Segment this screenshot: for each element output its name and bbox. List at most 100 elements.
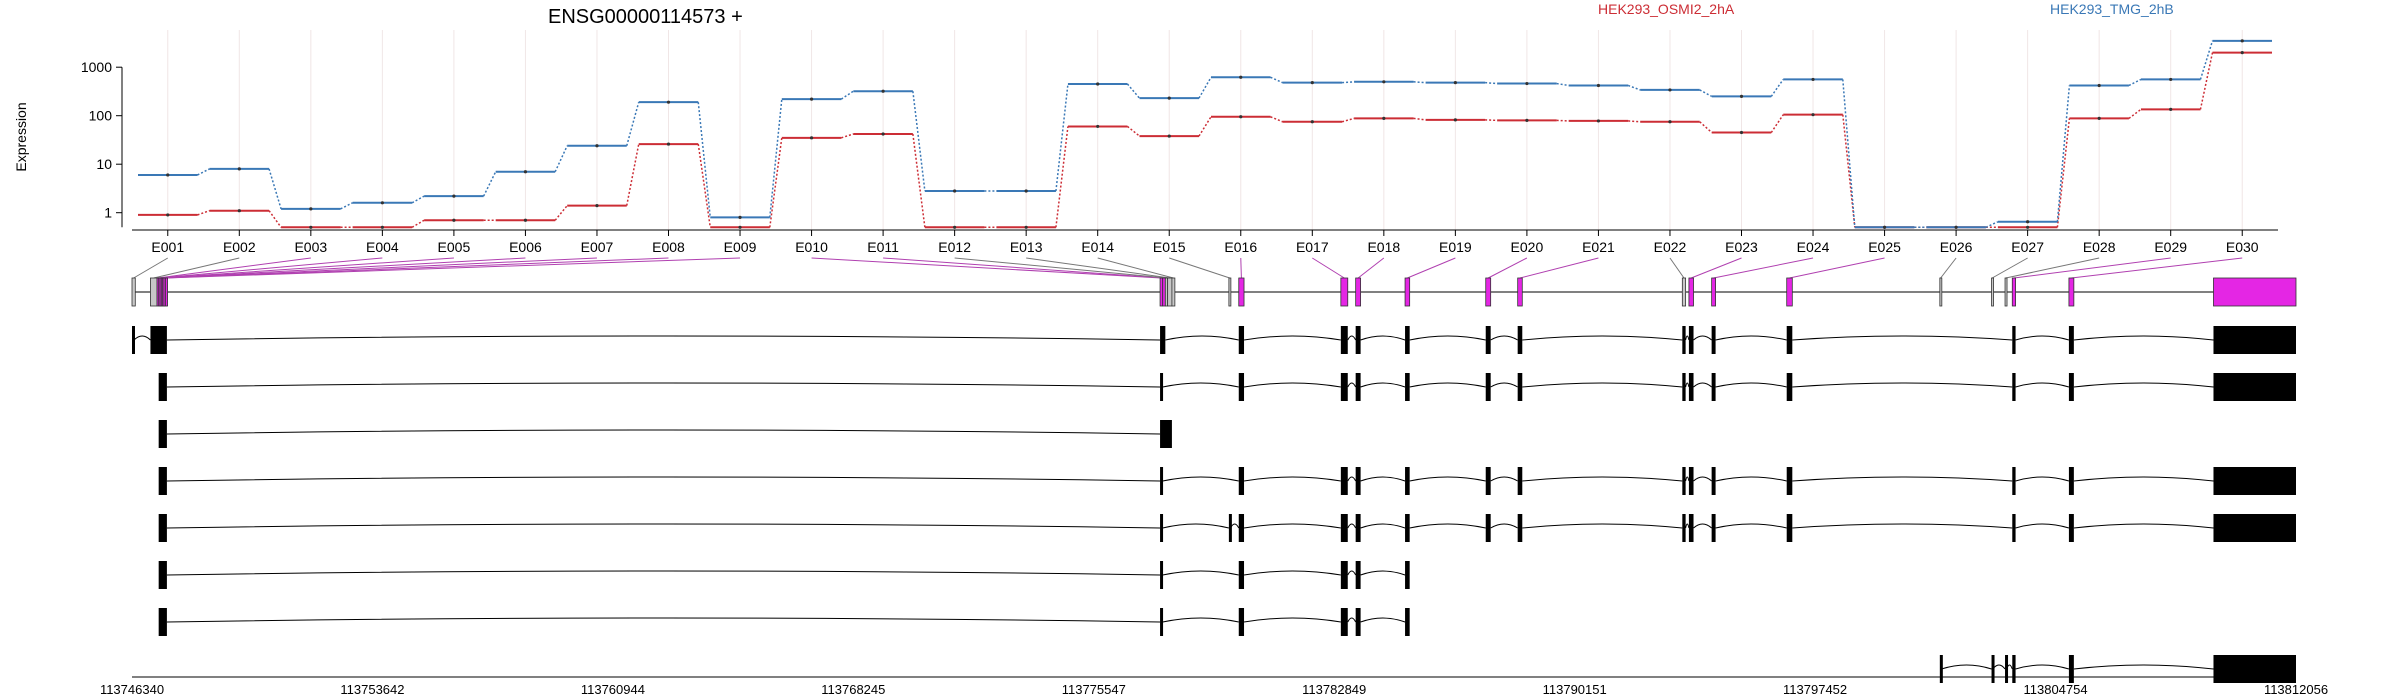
intron-arc <box>1490 382 1518 388</box>
genomic-coordinate-axis: 113746340 113753642 113760944 113768245 1137… <box>100 676 2328 697</box>
intron-arc <box>1243 570 1341 576</box>
data-point <box>666 100 671 104</box>
data-point <box>309 225 313 229</box>
exon-label-E011: E011 <box>867 239 899 255</box>
transcript-exon <box>1405 561 1410 589</box>
exon-label-E022: E022 <box>1654 239 1687 255</box>
transcript-exon <box>1711 373 1716 401</box>
intron-arc <box>1522 523 1683 529</box>
series-step-connector <box>2056 118 2071 228</box>
data-point <box>523 170 528 174</box>
intron-arc <box>166 382 1161 388</box>
intron-arc <box>166 335 1161 341</box>
data-point <box>452 194 456 198</box>
series-step-connector <box>2056 85 2071 222</box>
transcript-exon <box>2213 373 2296 401</box>
data-point <box>2169 77 2173 82</box>
y-tick-label: 10 <box>96 156 112 172</box>
intron-arc <box>1409 523 1486 529</box>
transcript-exon <box>1682 467 1686 495</box>
data-point <box>881 89 885 93</box>
intron-arc <box>166 617 1161 623</box>
series-step-connector <box>912 133 926 228</box>
transcript-exon <box>2012 326 2016 354</box>
transcript-exon <box>1517 373 1523 401</box>
exon-label-E017: E017 <box>1296 239 1329 255</box>
series-step-connector <box>268 168 282 210</box>
data-point <box>1382 116 1386 120</box>
transcript-exon <box>1160 561 1164 589</box>
transcript-exon <box>1355 373 1361 401</box>
transcript-exon <box>1405 467 1410 495</box>
series-step-connector <box>1842 79 1856 228</box>
transcript-exon <box>1340 608 1348 636</box>
series-step-connector <box>840 90 854 100</box>
transcript-exon <box>1688 467 1694 495</box>
intron-arc <box>1522 476 1683 482</box>
connector-E009 <box>166 257 741 279</box>
transcript-exon <box>1485 373 1491 401</box>
connector-E005 <box>160 257 454 279</box>
connector-E028 <box>2005 257 2100 279</box>
series-step-connector <box>1413 81 1426 84</box>
series-step-connector <box>268 210 282 228</box>
exon-connectors <box>133 257 2243 279</box>
transcript-exon <box>1160 514 1164 542</box>
intron-arc <box>1162 476 1239 482</box>
transcript-exon <box>1485 467 1491 495</box>
data-point <box>1596 119 1601 123</box>
exon-label-E026: E026 <box>1940 239 1973 255</box>
intron-arc <box>1243 335 1341 341</box>
transcript-exon <box>1485 326 1491 354</box>
intron-arc <box>1162 617 1239 623</box>
transcript-exon <box>1991 655 1995 683</box>
y-axis: 1 10 100 1000 <box>81 59 123 228</box>
transcript-exon <box>158 608 167 636</box>
intron-arc <box>2073 523 2214 529</box>
transcript-exon <box>1682 373 1686 401</box>
series-step-connector <box>1198 76 1212 99</box>
connector-E026 <box>1940 257 1957 279</box>
transcript-row-2 <box>158 373 2296 401</box>
data-point <box>2097 83 2101 88</box>
intron-arc <box>1715 382 1787 388</box>
model-exon-E027 <box>1991 277 1994 307</box>
coordinate-tick-label: 113812056 <box>2264 682 2328 697</box>
transcript-exon <box>1238 561 1245 589</box>
data-point <box>380 225 384 229</box>
transcript-exon <box>1688 373 1694 401</box>
series-step-connector <box>1770 78 1784 97</box>
data-point <box>1382 80 1386 84</box>
data-point <box>1739 130 1744 135</box>
intron-arc <box>1347 476 1357 482</box>
exon-axis: E001 E002 E003 E004 E005 E006 E007 E008 E009 E010… <box>132 229 2278 255</box>
intron-arc <box>2015 382 2070 388</box>
intron-arc <box>1792 476 2013 482</box>
intron-arc <box>1347 335 1357 341</box>
exon-label-E009: E009 <box>724 239 757 255</box>
series-step-connector <box>697 143 712 228</box>
transcript-row-5 <box>158 514 2296 542</box>
series-step-connector <box>1413 117 1426 121</box>
data-point <box>953 189 957 193</box>
intron-arc <box>1992 664 2006 670</box>
transcript-exon <box>1786 326 1793 354</box>
intron-arc <box>1685 476 1690 482</box>
model-exon-E026 <box>1939 277 1943 307</box>
legend-entry-series-1: HEK293_OSMI2_2hA <box>1598 1 1735 17</box>
series-step-connector <box>1985 221 1999 228</box>
data-point <box>595 204 599 208</box>
connector-E012 <box>954 257 1167 279</box>
intron-arc <box>1360 523 1406 529</box>
model-exon-E002 <box>150 277 158 307</box>
intron-arc <box>1360 476 1406 482</box>
transcript-exon <box>1711 467 1716 495</box>
y-axis-label: Expression <box>13 102 29 171</box>
intron-arc <box>1243 476 1341 482</box>
transcript-exon <box>1355 608 1361 636</box>
model-exon-E021 <box>1517 277 1523 307</box>
data-point <box>1453 81 1457 85</box>
intron-arc <box>1685 335 1690 341</box>
intron-arc <box>1409 476 1486 482</box>
data-point <box>881 132 885 136</box>
